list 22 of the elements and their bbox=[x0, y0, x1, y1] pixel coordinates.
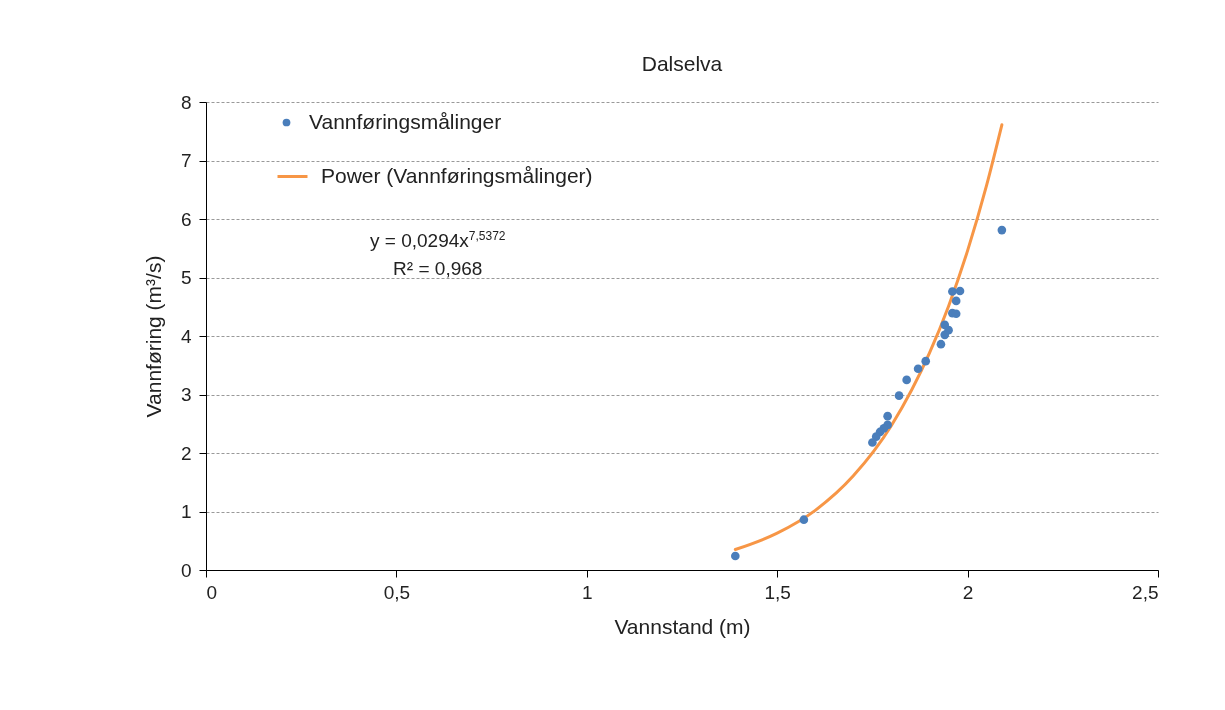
y-tick-label: 7 bbox=[180, 150, 192, 171]
y-tick-label: 4 bbox=[180, 325, 192, 347]
x-tick-label: 1,5 bbox=[764, 581, 791, 603]
annotation: R² = 0,968 bbox=[392, 257, 484, 282]
chart-title: Dalselva bbox=[641, 52, 723, 75]
x-tick-label: 2 bbox=[962, 581, 974, 603]
legend-label: Power (Vannføringsmålinger) bbox=[321, 163, 593, 187]
y-tick-label: 1 bbox=[180, 501, 192, 522]
y-tick-label: 8 bbox=[180, 91, 192, 113]
x-tick-label: 2,5 bbox=[1132, 581, 1159, 603]
y-axis-title: Vannføring (m³/s) bbox=[141, 255, 165, 418]
x-tick-label: 0,5 bbox=[383, 581, 411, 603]
x-tick-label: 0 bbox=[206, 581, 218, 603]
y-tick-label: 2 bbox=[180, 442, 192, 464]
y-tick-label: 6 bbox=[180, 208, 192, 230]
x-tick-label: 1 bbox=[582, 581, 593, 603]
y-tick-label: 5 bbox=[180, 267, 192, 288]
y-tick-label: 3 bbox=[180, 384, 192, 405]
y-tick-label: 0 bbox=[180, 559, 192, 581]
annotation: y = 0,0294x$^{7,5372}$ bbox=[370, 228, 506, 254]
legend-label: Vannføringsmålinger bbox=[309, 109, 502, 133]
x-axis-title: Vannstand (m) bbox=[614, 614, 751, 638]
